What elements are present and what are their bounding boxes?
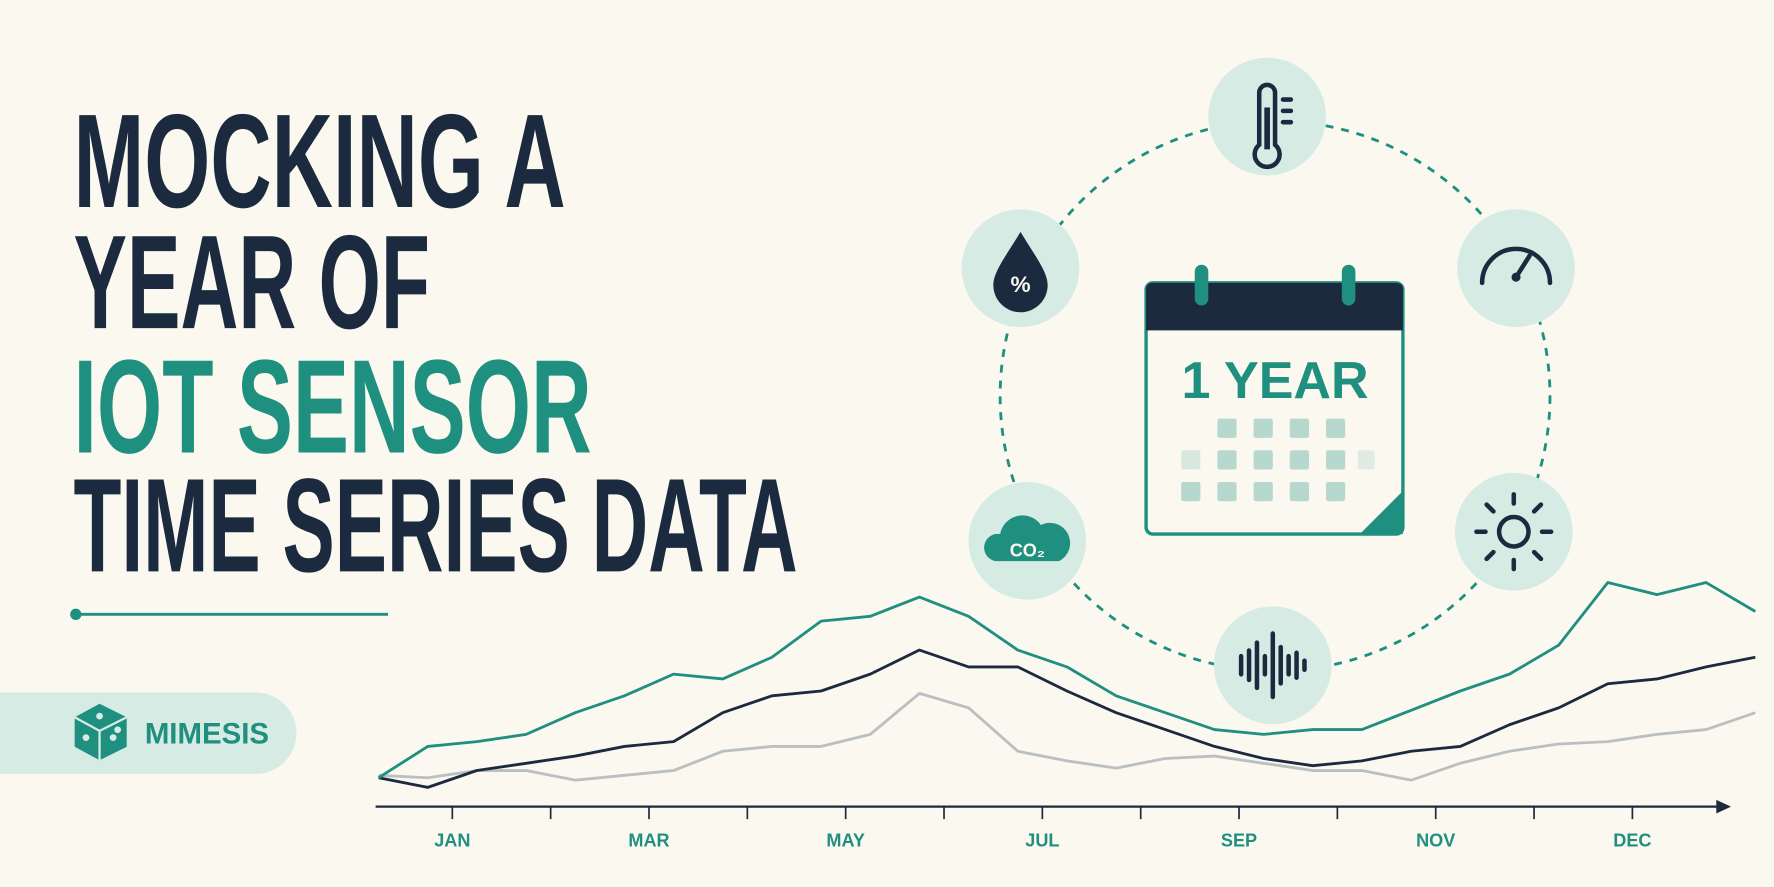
calendar [1144, 264, 1405, 536]
x-tick-label: DEC [1613, 830, 1651, 850]
title-line: TIME SERIES DATA [74, 451, 798, 600]
brand-pill [0, 692, 297, 774]
co2-icon: CO₂ [968, 481, 1087, 600]
divider-dot [70, 608, 82, 620]
x-tick-label: MAR [628, 830, 669, 850]
series-line [378, 691, 1756, 782]
series-line [378, 648, 1756, 789]
x-tick-label: SEP [1221, 830, 1257, 850]
x-tick-label: MAY [826, 830, 865, 850]
x-tick-label: JUL [1025, 830, 1059, 850]
humidity-label: % [1010, 272, 1030, 297]
calendar-label: 1 YEAR [1182, 352, 1369, 410]
gauge-icon [1457, 209, 1575, 327]
x-tick-label: JAN [434, 830, 470, 850]
temperature-icon [1208, 57, 1326, 176]
dice-icon [74, 703, 128, 761]
humidity-icon: % [961, 209, 1080, 327]
sun-icon [1454, 472, 1573, 591]
title-line: IOT SENSOR [74, 333, 592, 482]
axis-arrow [1716, 799, 1732, 814]
title-line: MOCKING A [74, 87, 566, 236]
series-line [377, 581, 1757, 779]
title-line: YEAR OF [74, 208, 430, 357]
sound-icon [1213, 606, 1332, 725]
co2-label: CO₂ [1010, 541, 1045, 561]
x-tick-label: NOV [1416, 830, 1455, 850]
brand-name: MIMESIS [145, 717, 269, 750]
